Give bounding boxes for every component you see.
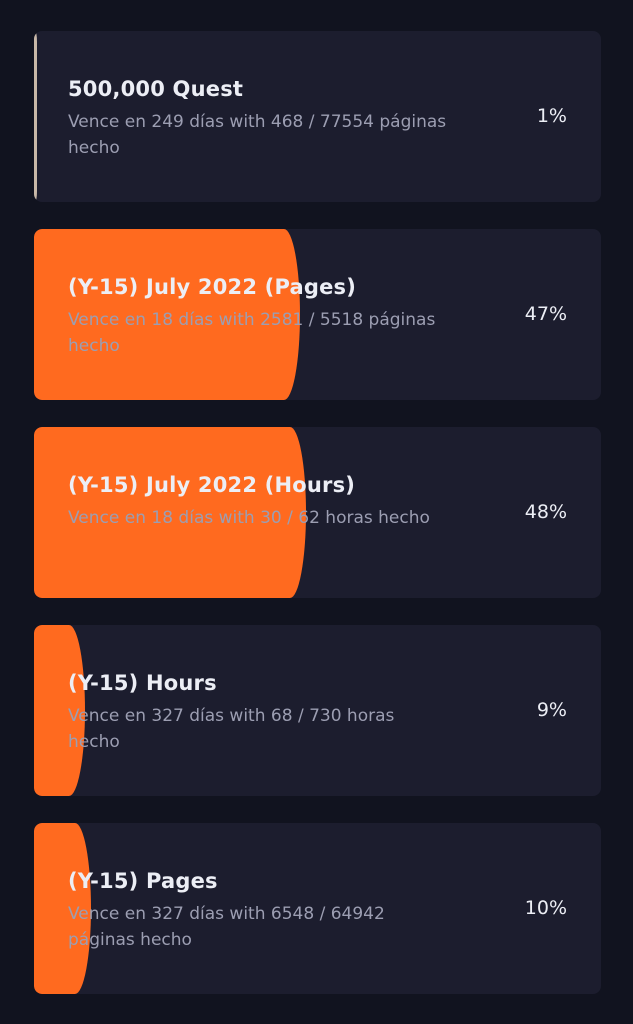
goal-subtitle: Vence en 249 días with 468 / 77554 págin… bbox=[68, 112, 447, 158]
goal-percent: 1% bbox=[536, 105, 567, 127]
goal-percent: 47% bbox=[524, 303, 567, 325]
goal-title: (Y-15) Hours bbox=[68, 671, 217, 695]
goal-subtitle: Vence en 327 días with 6548 / 64942 pági… bbox=[68, 904, 385, 950]
goal-percent: 48% bbox=[524, 501, 567, 523]
goal-subtitle: Vence en 327 días with 68 / 730 horas he… bbox=[68, 706, 395, 752]
goal-title: (Y-15) July 2022 (Pages) bbox=[68, 275, 357, 299]
goal-card[interactable]: (Y-15) Pages Vence en 327 días with 6548 … bbox=[34, 823, 601, 994]
goal-card[interactable]: (Y-15) July 2022 (Pages) Vence en 18 días… bbox=[34, 229, 601, 400]
goal-card[interactable]: 500,000 Quest Vence en 249 días with 468 … bbox=[34, 31, 601, 202]
progress-fill bbox=[34, 31, 37, 202]
goal-title: (Y-15) July 2022 (Hours) bbox=[68, 473, 356, 497]
progress-fill bbox=[34, 625, 86, 796]
goal-card[interactable]: (Y-15) July 2022 (Hours) Vence en 18 días… bbox=[34, 427, 601, 598]
progress-fill bbox=[34, 823, 91, 994]
goal-subtitle: Vence en 18 días with 30 / 62 horas hech… bbox=[68, 508, 430, 528]
goal-title: (Y-15) Pages bbox=[68, 869, 218, 893]
goal-title: 500,000 Quest bbox=[68, 77, 244, 101]
progress-fill bbox=[34, 427, 307, 598]
goal-list: 500,000 Quest Vence en 249 días with 468 … bbox=[34, 31, 601, 1021]
goal-subtitle: Vence en 18 días with 2581 / 5518 página… bbox=[68, 310, 436, 356]
goal-card[interactable]: (Y-15) Hours Vence en 327 días with 68 / … bbox=[34, 625, 601, 796]
goal-percent: 10% bbox=[524, 897, 567, 919]
progress-fill bbox=[34, 229, 301, 400]
goal-percent: 9% bbox=[536, 699, 567, 721]
